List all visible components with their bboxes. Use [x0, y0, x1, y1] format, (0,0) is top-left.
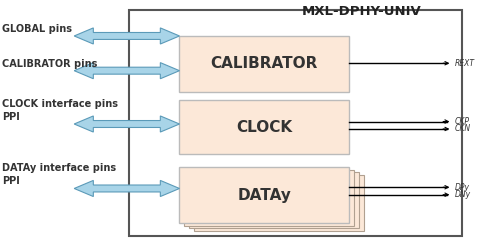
- Text: DNy: DNy: [455, 190, 471, 199]
- Bar: [180, 36, 349, 92]
- Polygon shape: [74, 28, 180, 44]
- Polygon shape: [74, 181, 180, 196]
- Text: CKN: CKN: [455, 124, 471, 133]
- Text: CKP: CKP: [455, 117, 469, 126]
- Bar: [189, 172, 359, 228]
- Text: CLOCK interface pins
PPI: CLOCK interface pins PPI: [2, 99, 119, 122]
- Text: DPy: DPy: [455, 183, 469, 192]
- Text: CLOCK: CLOCK: [236, 120, 292, 135]
- Text: DATAy interface pins
PPI: DATAy interface pins PPI: [2, 163, 117, 186]
- Bar: [180, 167, 349, 223]
- Text: GLOBAL pins: GLOBAL pins: [2, 24, 72, 34]
- Bar: [194, 175, 364, 231]
- Polygon shape: [74, 63, 180, 79]
- Text: CALIBRATOR pins: CALIBRATOR pins: [2, 59, 98, 69]
- Text: MXL-DPHY-UNIV: MXL-DPHY-UNIV: [301, 5, 421, 18]
- Text: REXT: REXT: [455, 59, 475, 68]
- Bar: [184, 170, 354, 226]
- Text: CALIBRATOR: CALIBRATOR: [211, 56, 318, 71]
- Text: DATAy: DATAy: [238, 188, 291, 203]
- Polygon shape: [74, 116, 180, 132]
- Bar: [129, 10, 462, 236]
- Bar: [180, 100, 349, 154]
